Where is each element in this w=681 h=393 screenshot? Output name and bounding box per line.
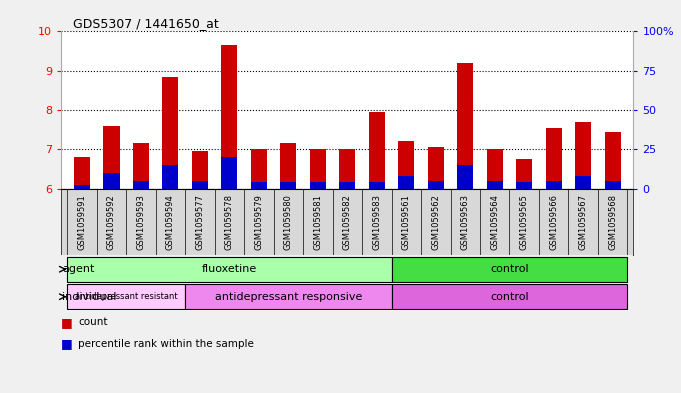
Bar <box>398 176 415 189</box>
Text: agent: agent <box>62 264 94 274</box>
Text: GDS5307 / 1441650_at: GDS5307 / 1441650_at <box>73 17 219 30</box>
Text: GSM1059563: GSM1059563 <box>461 194 470 250</box>
Text: individual: individual <box>62 292 116 302</box>
Bar <box>575 122 591 189</box>
Bar <box>428 181 444 189</box>
Text: GSM1059581: GSM1059581 <box>313 194 322 250</box>
Bar <box>133 181 149 189</box>
Text: count: count <box>78 317 108 327</box>
Text: fluoxetine: fluoxetine <box>202 264 257 274</box>
Bar <box>251 149 267 189</box>
Bar <box>545 128 562 189</box>
Text: percentile rank within the sample: percentile rank within the sample <box>78 339 254 349</box>
Bar <box>487 181 503 189</box>
Bar <box>185 285 392 309</box>
Bar <box>392 285 627 309</box>
Text: GSM1059565: GSM1059565 <box>520 194 528 250</box>
Bar <box>104 173 120 189</box>
Text: GSM1059567: GSM1059567 <box>579 194 588 250</box>
Bar <box>368 112 385 189</box>
Bar <box>192 181 208 189</box>
Text: GSM1059593: GSM1059593 <box>136 194 146 250</box>
Text: GSM1059561: GSM1059561 <box>402 194 411 250</box>
Bar <box>392 257 627 281</box>
Bar <box>221 45 238 189</box>
Bar <box>428 147 444 189</box>
Text: control: control <box>490 264 529 274</box>
Bar <box>74 185 90 189</box>
Text: ■: ■ <box>61 316 73 329</box>
Text: GSM1059582: GSM1059582 <box>343 194 352 250</box>
Bar <box>457 165 473 189</box>
Bar <box>192 151 208 189</box>
Bar <box>67 257 392 281</box>
Bar <box>339 149 355 189</box>
Bar <box>280 143 296 189</box>
Bar <box>516 159 533 189</box>
Text: control: control <box>490 292 529 302</box>
Bar <box>605 132 621 189</box>
Text: GSM1059577: GSM1059577 <box>195 194 204 250</box>
Bar <box>368 182 385 189</box>
Bar <box>605 181 621 189</box>
Bar <box>487 149 503 189</box>
Text: GSM1059568: GSM1059568 <box>608 194 617 250</box>
Bar <box>516 182 533 189</box>
Text: GSM1059564: GSM1059564 <box>490 194 499 250</box>
Text: GSM1059566: GSM1059566 <box>549 194 558 250</box>
Bar <box>221 157 238 189</box>
Bar <box>575 176 591 189</box>
Text: antidepressant responsive: antidepressant responsive <box>215 292 362 302</box>
Bar <box>74 157 90 189</box>
Text: GSM1059580: GSM1059580 <box>284 194 293 250</box>
Text: GSM1059594: GSM1059594 <box>166 194 175 250</box>
Bar <box>457 63 473 189</box>
Bar <box>280 182 296 189</box>
Bar <box>104 126 120 189</box>
Bar <box>162 77 178 189</box>
Text: GSM1059579: GSM1059579 <box>254 194 264 250</box>
Bar <box>251 182 267 189</box>
Bar <box>67 285 185 309</box>
Bar <box>545 181 562 189</box>
Text: GSM1059562: GSM1059562 <box>431 194 441 250</box>
Bar <box>310 182 326 189</box>
Text: ■: ■ <box>61 337 73 351</box>
Text: GSM1059578: GSM1059578 <box>225 194 234 250</box>
Text: GSM1059591: GSM1059591 <box>78 194 86 250</box>
Bar <box>310 149 326 189</box>
Text: GSM1059583: GSM1059583 <box>373 194 381 250</box>
Text: GSM1059592: GSM1059592 <box>107 194 116 250</box>
Bar <box>339 182 355 189</box>
Bar <box>398 141 415 189</box>
Text: antidepressant resistant: antidepressant resistant <box>75 292 178 301</box>
Bar <box>162 165 178 189</box>
Bar <box>133 143 149 189</box>
